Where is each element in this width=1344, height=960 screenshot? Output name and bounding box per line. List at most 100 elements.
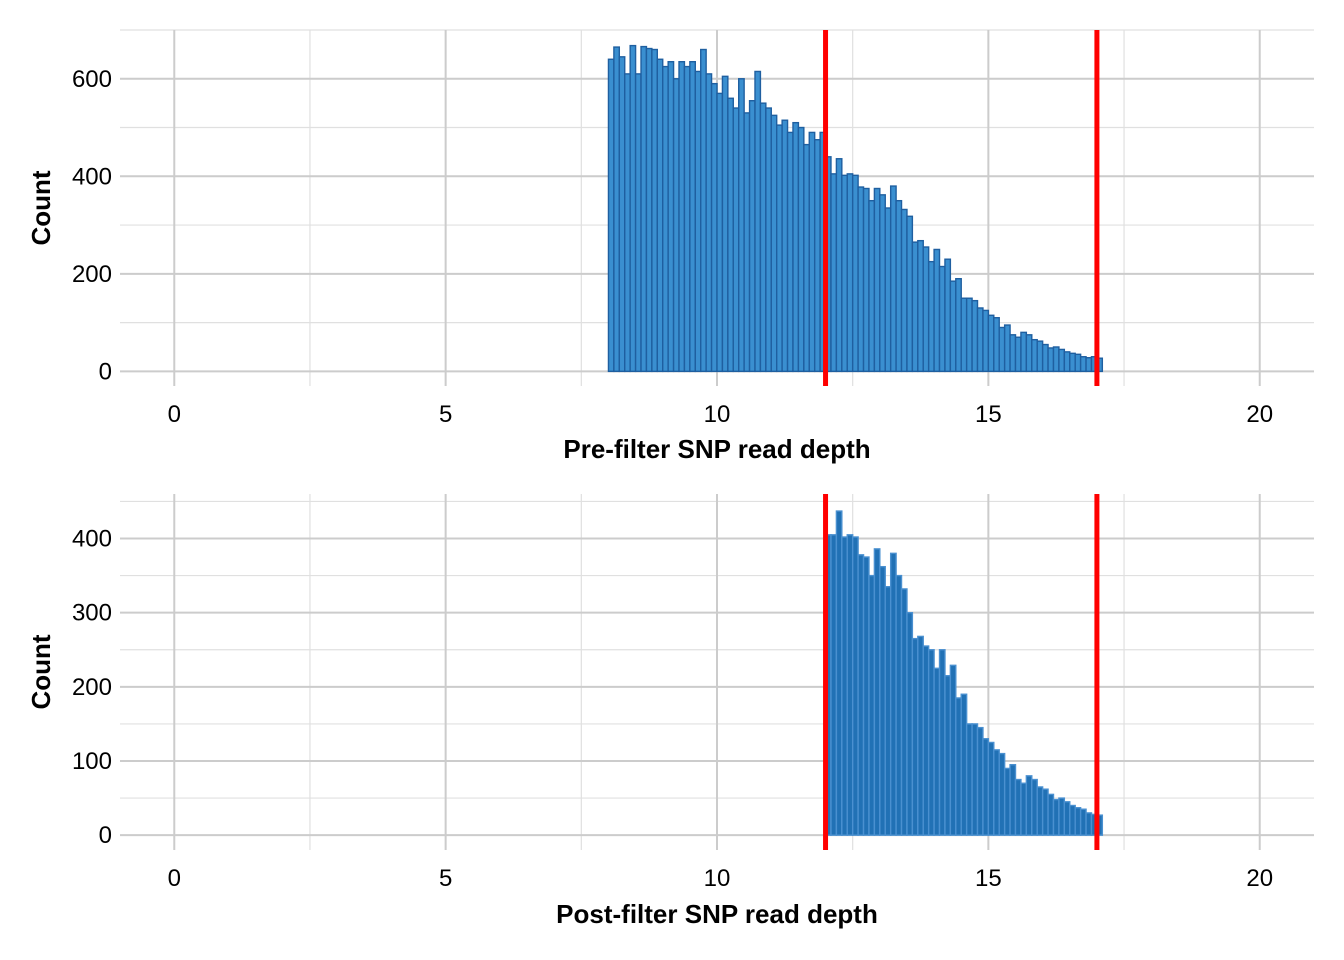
histogram-bar xyxy=(835,158,843,373)
histogram-bar xyxy=(689,60,696,373)
histogram-bar xyxy=(813,139,821,373)
histogram-bar xyxy=(851,536,859,836)
histogram-bar xyxy=(857,186,865,373)
x-tick-label: 10 xyxy=(704,865,731,892)
histogram-bar xyxy=(716,92,724,373)
histogram-bar xyxy=(1063,351,1071,373)
y-axis-title: Count xyxy=(26,170,56,245)
histogram-bar xyxy=(955,278,962,373)
histogram-bar xyxy=(1014,336,1022,373)
histogram-bar xyxy=(1036,786,1044,836)
histogram-bar xyxy=(971,299,979,373)
histogram-bar xyxy=(873,187,881,373)
histogram-bar xyxy=(662,65,669,373)
histogram-bar xyxy=(1079,356,1087,373)
histogram-bar xyxy=(634,73,642,373)
y-tick-label: 300 xyxy=(72,600,112,627)
histogram-bar xyxy=(672,78,680,373)
histogram-bar xyxy=(1003,324,1011,373)
histogram-bar xyxy=(781,119,789,373)
histogram-bar xyxy=(884,586,892,836)
histogram-bar xyxy=(618,56,626,373)
x-tick-label: 20 xyxy=(1246,865,1273,892)
histogram-bar xyxy=(705,73,713,373)
histogram-bar xyxy=(797,126,805,373)
y-tick-label: 100 xyxy=(72,748,112,775)
x-tick-label: 0 xyxy=(168,865,181,892)
histogram-bar xyxy=(1085,812,1093,836)
histogram-bar xyxy=(976,307,984,373)
histogram-bar xyxy=(911,637,919,836)
histogram-bar xyxy=(1020,782,1028,836)
histogram-bar xyxy=(982,309,990,373)
histogram-bar xyxy=(1014,778,1022,836)
y-tick-label: 200 xyxy=(72,674,112,701)
histogram-bar xyxy=(645,47,653,373)
histogram-bar xyxy=(1003,767,1011,836)
histogram-bar xyxy=(917,635,924,836)
y-tick-label: 400 xyxy=(72,163,112,190)
histogram-bar xyxy=(976,726,984,836)
histogram-bar xyxy=(721,75,729,373)
histogram-bar xyxy=(895,574,903,836)
x-tick-label: 0 xyxy=(168,401,181,428)
histogram-bar xyxy=(678,60,686,373)
histogram-bar xyxy=(1020,331,1028,373)
histogram-bar xyxy=(1047,793,1055,836)
y-axis-title: Count xyxy=(26,634,56,709)
histogram-bar xyxy=(1079,808,1087,836)
x-axis-title: Post-filter SNP read depth xyxy=(556,899,878,929)
histogram-bar xyxy=(889,185,897,373)
histogram-bar xyxy=(656,58,664,373)
histogram-bar xyxy=(1069,804,1076,836)
histogram-bar xyxy=(1025,775,1033,836)
histogram-bar xyxy=(727,97,734,373)
histogram-bar xyxy=(651,48,659,373)
histogram-bar xyxy=(971,723,979,836)
histogram-bar xyxy=(846,534,854,836)
histogram-bar xyxy=(938,265,946,373)
histogram-bar xyxy=(927,649,935,836)
histogram-bar xyxy=(1009,764,1017,836)
histogram-bar xyxy=(1074,807,1082,836)
histogram-bar xyxy=(911,241,919,373)
histogram-bar xyxy=(993,317,1000,373)
histogram-bar xyxy=(922,645,930,836)
histogram-bar xyxy=(949,664,957,836)
histogram-bar xyxy=(960,693,968,836)
histogram-bar xyxy=(765,107,772,373)
histogram-bar xyxy=(835,510,843,836)
histogram-bar xyxy=(667,60,675,373)
histogram-bar xyxy=(830,534,838,836)
histogram-bar xyxy=(879,194,886,373)
histogram-bar xyxy=(982,738,990,836)
histogram-bar xyxy=(879,565,886,836)
histogram-bar xyxy=(1036,340,1044,373)
x-tick-label: 5 xyxy=(439,865,452,892)
histogram-bar xyxy=(770,114,778,373)
histogram-bar xyxy=(884,207,892,373)
histogram-bar xyxy=(873,548,881,836)
histogram-bar xyxy=(938,649,946,836)
y-tick-label: 400 xyxy=(72,526,112,553)
histogram-bar xyxy=(1041,343,1049,373)
histogram-bar xyxy=(922,246,930,373)
histogram-bar xyxy=(1009,334,1017,373)
x-tick-label: 10 xyxy=(704,401,731,428)
y-tick-label: 0 xyxy=(99,358,112,385)
histogram-bar xyxy=(754,70,762,373)
histogram-bar xyxy=(624,73,631,373)
histogram-bar xyxy=(629,44,637,373)
histogram-bar xyxy=(700,48,707,373)
histogram-bar xyxy=(1025,334,1033,373)
histogram-bar xyxy=(998,326,1006,373)
y-tick-label: 0 xyxy=(99,822,112,849)
histogram-bar xyxy=(862,187,870,373)
histogram-bar xyxy=(759,102,767,373)
histogram-bar xyxy=(732,107,740,373)
histogram-bar xyxy=(694,70,702,373)
histogram-bar xyxy=(1069,352,1076,373)
x-tick-label: 5 xyxy=(439,401,452,428)
